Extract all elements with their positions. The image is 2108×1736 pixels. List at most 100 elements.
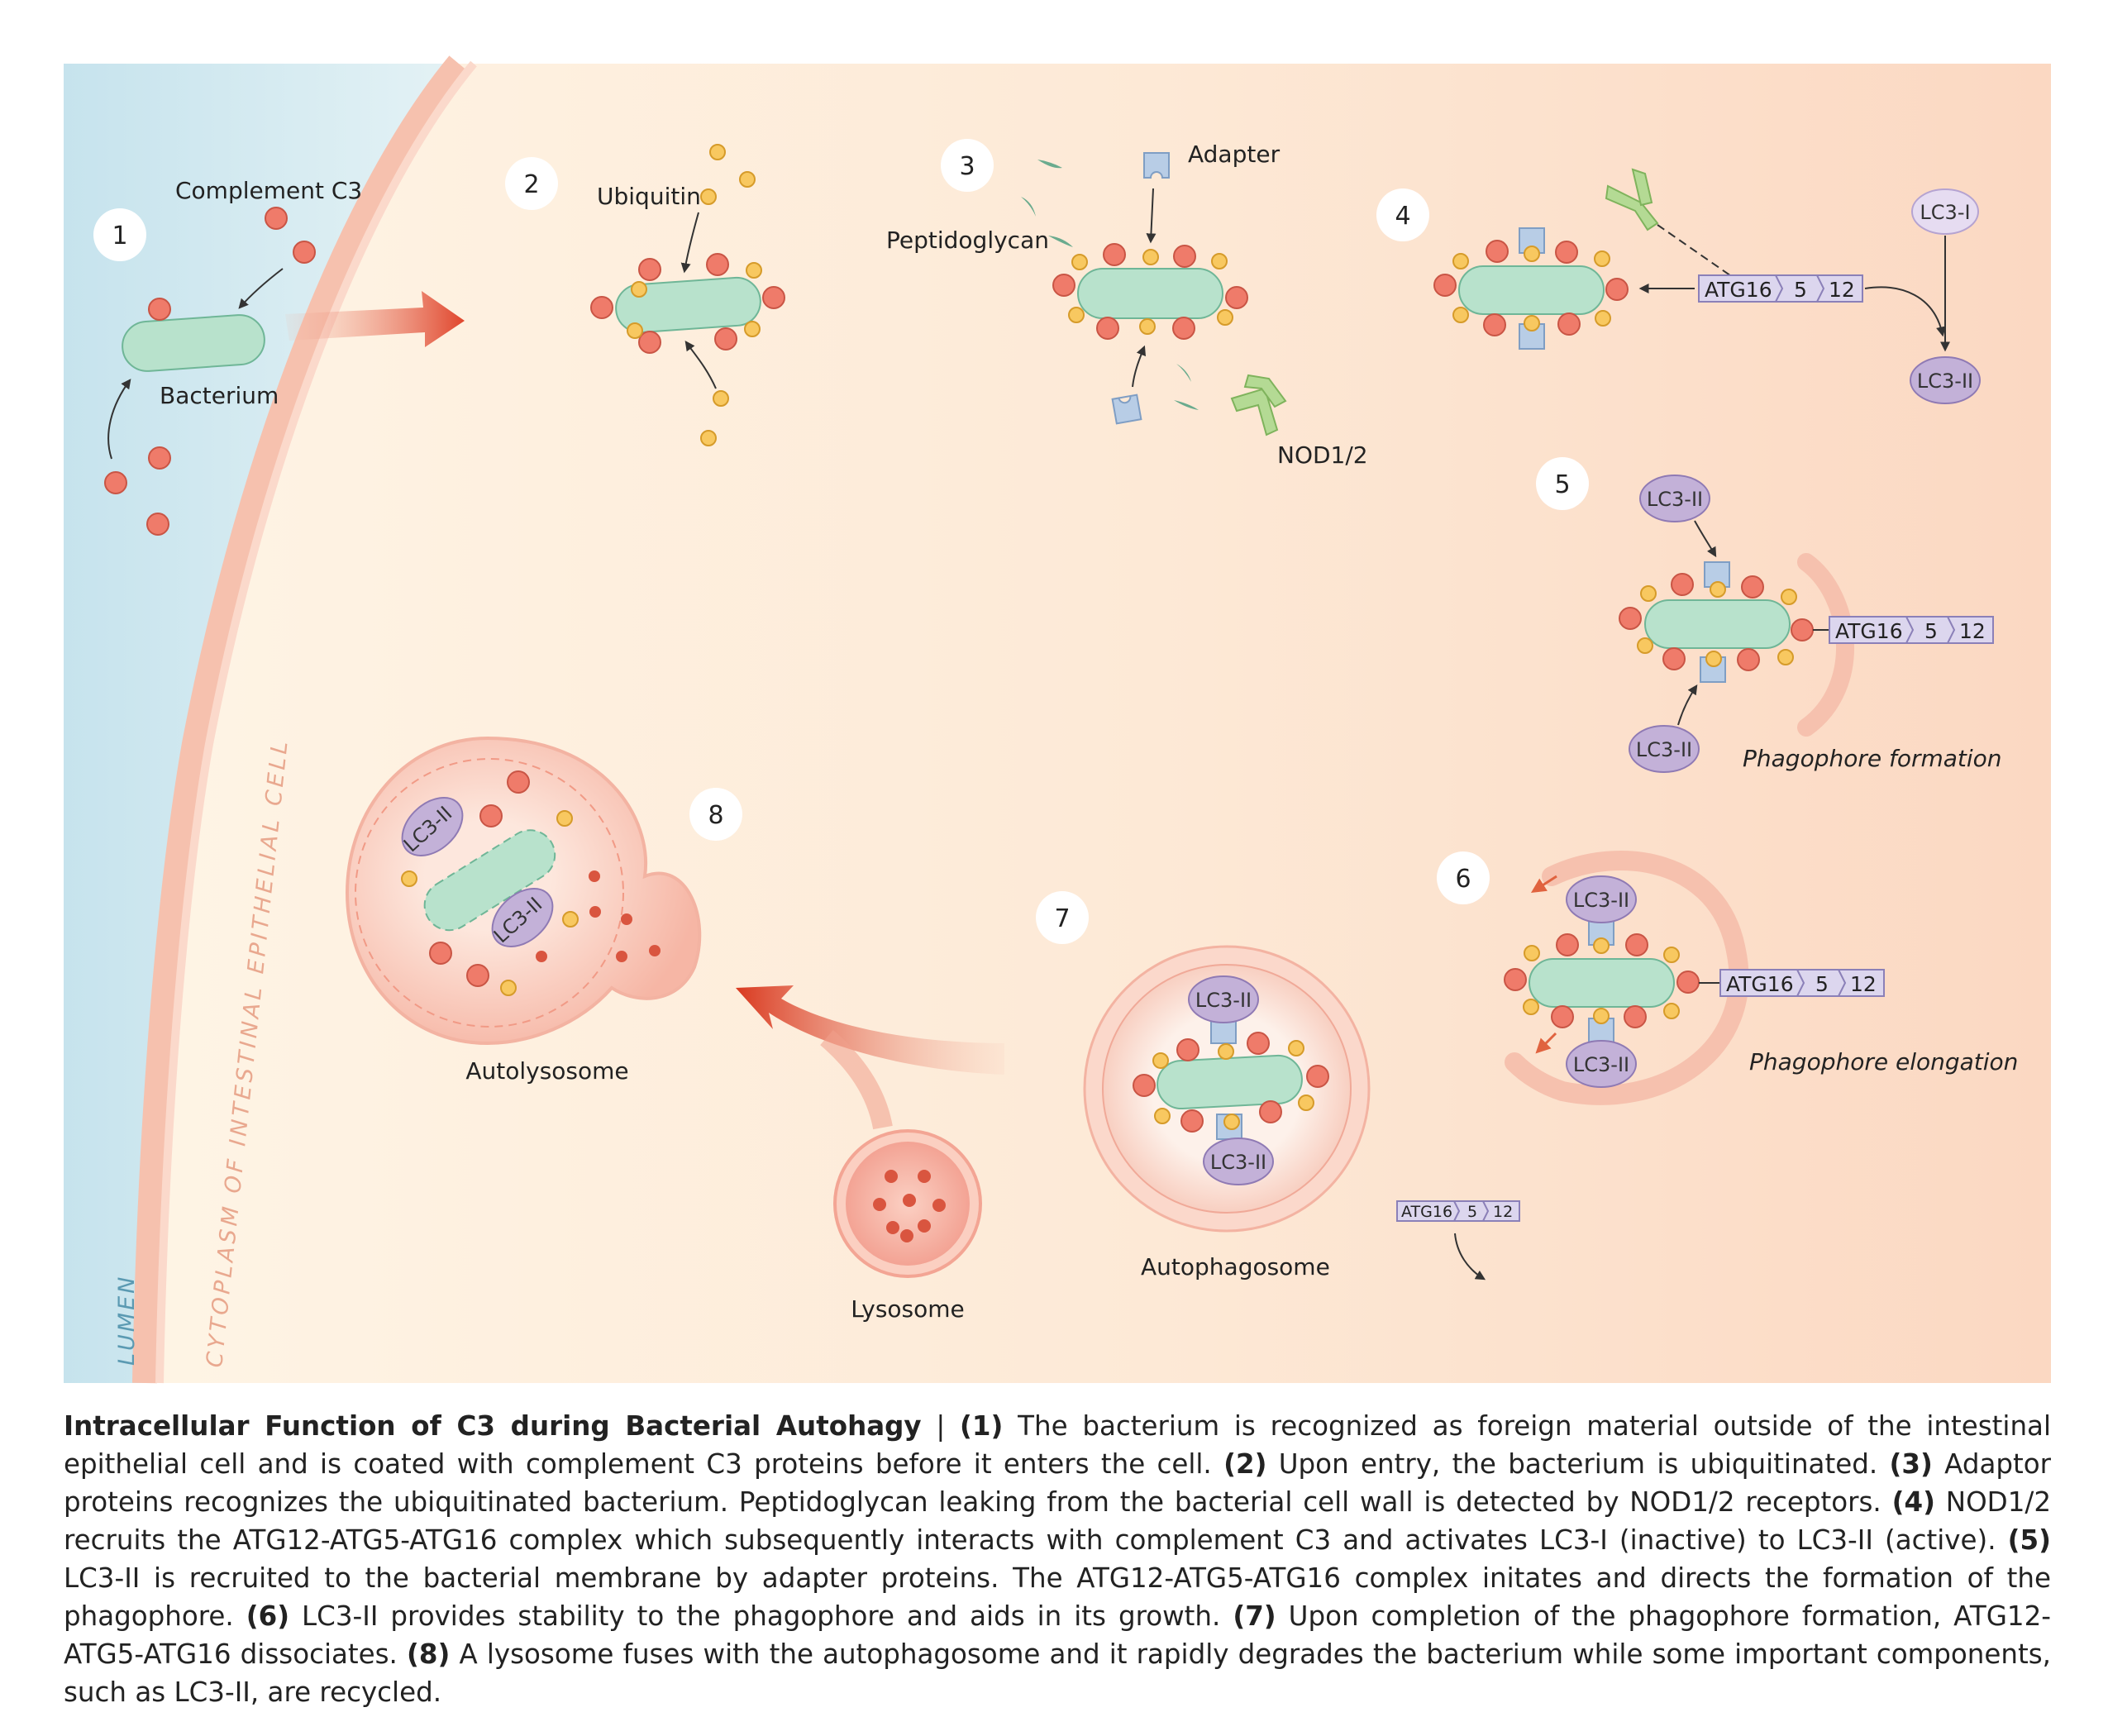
atg16-label: ATG16	[1705, 278, 1772, 302]
caption-separator: |	[921, 1410, 961, 1442]
c3-particles	[429, 770, 530, 987]
lc3-i-label: LC3-I	[1920, 201, 1970, 224]
caption-step-6-text: LC3-II provides stability to the phagoph…	[289, 1600, 1233, 1632]
step-7: 7 LC3-II LC3-II Autophagosome ATG16 5 12	[1036, 891, 1520, 1281]
caption-step-5-num: (5)	[2007, 1524, 2051, 1556]
ubiquitin-particles	[1637, 581, 1797, 667]
lc3-ii-label: LC3-II	[1917, 370, 1973, 393]
phagophore-formation-label: Phagophore formation	[1743, 745, 2002, 772]
step-8: 8 LC3-II LC3-II Autolysosome	[345, 736, 742, 1085]
phagophore-elongation-label: Phagophore elongation	[1749, 1048, 2018, 1075]
ubiquitin-particles	[1523, 937, 1680, 1024]
ubiquitin-particles	[1068, 249, 1233, 335]
arrow-1-to-2	[285, 291, 465, 347]
atg16-label: ATG16	[1401, 1203, 1452, 1221]
lc3-ii	[401, 797, 464, 856]
caption-step-3-text: Adaptor proteins recognizes the ubiquiti…	[64, 1448, 2051, 1518]
c3-particles	[1052, 243, 1248, 340]
atg12-label: 12	[1959, 619, 1986, 643]
caption-step-5-text: LC3-II is recruited to the bacterial mem…	[64, 1562, 2051, 1632]
c3-particles	[1619, 573, 1814, 671]
ubiquitin-label: Ubiquitin	[597, 183, 701, 210]
caption-step-4-num: (4)	[1891, 1486, 1935, 1518]
adapter-protein	[1704, 561, 1730, 588]
lc3-ii	[1566, 875, 1637, 923]
arrow-7-to-8	[736, 985, 1004, 1075]
atg5-label: 5	[1924, 619, 1938, 643]
complement-c3-label: Complement C3	[175, 177, 362, 204]
atg-complex: ATG16 5 12	[1829, 616, 1994, 644]
lysosome: Lysosome	[833, 1129, 982, 1323]
step-3-number: 3	[959, 152, 975, 181]
atg12-label: 12	[1493, 1203, 1513, 1221]
c3-particles	[590, 253, 785, 354]
c3-particles	[1133, 1032, 1329, 1133]
adapter-protein	[1111, 393, 1142, 425]
step-6-number: 6	[1455, 865, 1471, 894]
peptidoglycan-fragments	[1021, 160, 1199, 410]
bacterium	[1644, 599, 1791, 649]
lc3-ii	[1910, 356, 1981, 404]
autophagy-diagram: LUMEN CYTOPLASM OF INTESTINAL EPITHELIAL…	[64, 55, 2051, 1384]
bacterium	[1077, 268, 1223, 319]
atg5-label: 5	[1815, 972, 1829, 996]
caption-step-6-num: (6)	[246, 1600, 290, 1632]
lc3-ii-label: LC3-II	[1647, 488, 1703, 511]
c3-particles	[1504, 933, 1700, 1028]
caption-step-4-text: NOD1/2 recruits the ATG12-ATG5-ATG16 com…	[64, 1486, 2051, 1556]
lc3-ii	[1566, 1040, 1637, 1088]
caption-step-8-text: A lysosome fuses with the autophagosome …	[64, 1638, 2051, 1708]
atg-complex-dissociated: ATG16 5 12	[1396, 1200, 1520, 1222]
atg12-label: 12	[1829, 278, 1855, 302]
lc3-ii-label: LC3-II	[1210, 1151, 1266, 1174]
bacterium-degraded	[423, 829, 556, 932]
ubiquitin-particles	[627, 144, 762, 446]
caption-step-8-num: (8)	[407, 1638, 451, 1670]
lc3-ii	[1203, 1137, 1274, 1185]
lumen-label: LUMEN	[114, 1275, 140, 1366]
step-6: 6 LC3-II LC3-II ATG16 5 12 Phagophore el…	[1437, 851, 2018, 1105]
step-1-number: 1	[112, 222, 127, 250]
ubiquitin-particles	[1152, 1040, 1314, 1130]
complement-c3-particles	[104, 207, 316, 536]
adapter-protein	[1519, 227, 1545, 254]
ubiquitin-particles	[401, 810, 579, 996]
atg-complex: ATG16 5 12	[1698, 274, 1863, 303]
bacterium-label: Bacterium	[160, 382, 279, 409]
caption-step-3-num: (3)	[1889, 1448, 1933, 1480]
phagophore	[1505, 851, 1749, 1105]
lc3-ii-label: LC3-II	[1573, 889, 1629, 912]
degraded-fragments	[536, 870, 661, 962]
background	[64, 55, 2051, 1384]
bacterium	[615, 276, 761, 334]
step-5: 5 ATG16 5 12 LC3-II LC3-II Phagophore fo…	[1536, 457, 2002, 773]
lysosome-label: Lysosome	[851, 1295, 965, 1323]
step-5-number: 5	[1554, 470, 1570, 499]
caption-title: Intracellular Function of C3 during Bact…	[64, 1410, 922, 1442]
atg16-label: ATG16	[1835, 619, 1903, 643]
bacterium	[1529, 958, 1675, 1008]
step-2: 2 Ubiquitin	[505, 144, 785, 446]
atg16-label: ATG16	[1726, 972, 1794, 996]
lc3-ii-label: LC3-II	[1195, 989, 1252, 1012]
atg5-label: 5	[1467, 1203, 1477, 1221]
lc3-ii	[1188, 975, 1259, 1023]
lc3-ii	[1639, 475, 1710, 522]
bacterium	[1458, 265, 1605, 315]
atg-complex: ATG16 5 12	[1719, 969, 1885, 997]
bacterium	[1157, 1054, 1303, 1110]
step-3: 3 Adapter Peptidoglycan NOD1/2	[886, 139, 1368, 469]
caption-step-1-text: The bacterium is recognized as foreign m…	[64, 1410, 2051, 1480]
nod-receptor	[1605, 168, 1659, 231]
lc3-ii-label: LC3-II	[1636, 738, 1692, 761]
caption-step-2-text: Upon entry, the bacterium is ubiquitinat…	[1266, 1448, 1890, 1480]
adapter-protein	[1143, 152, 1170, 179]
adapter-label: Adapter	[1188, 141, 1281, 168]
peptidoglycan-label: Peptidoglycan	[886, 227, 1049, 254]
step-2-number: 2	[523, 170, 539, 199]
lc3-ii-label: LC3-II	[1573, 1053, 1629, 1076]
lc3-ii	[1629, 725, 1700, 773]
autolysosome-label: Autolysosome	[465, 1057, 628, 1085]
step-4-number: 4	[1395, 202, 1410, 231]
lc3-ii	[491, 888, 554, 947]
